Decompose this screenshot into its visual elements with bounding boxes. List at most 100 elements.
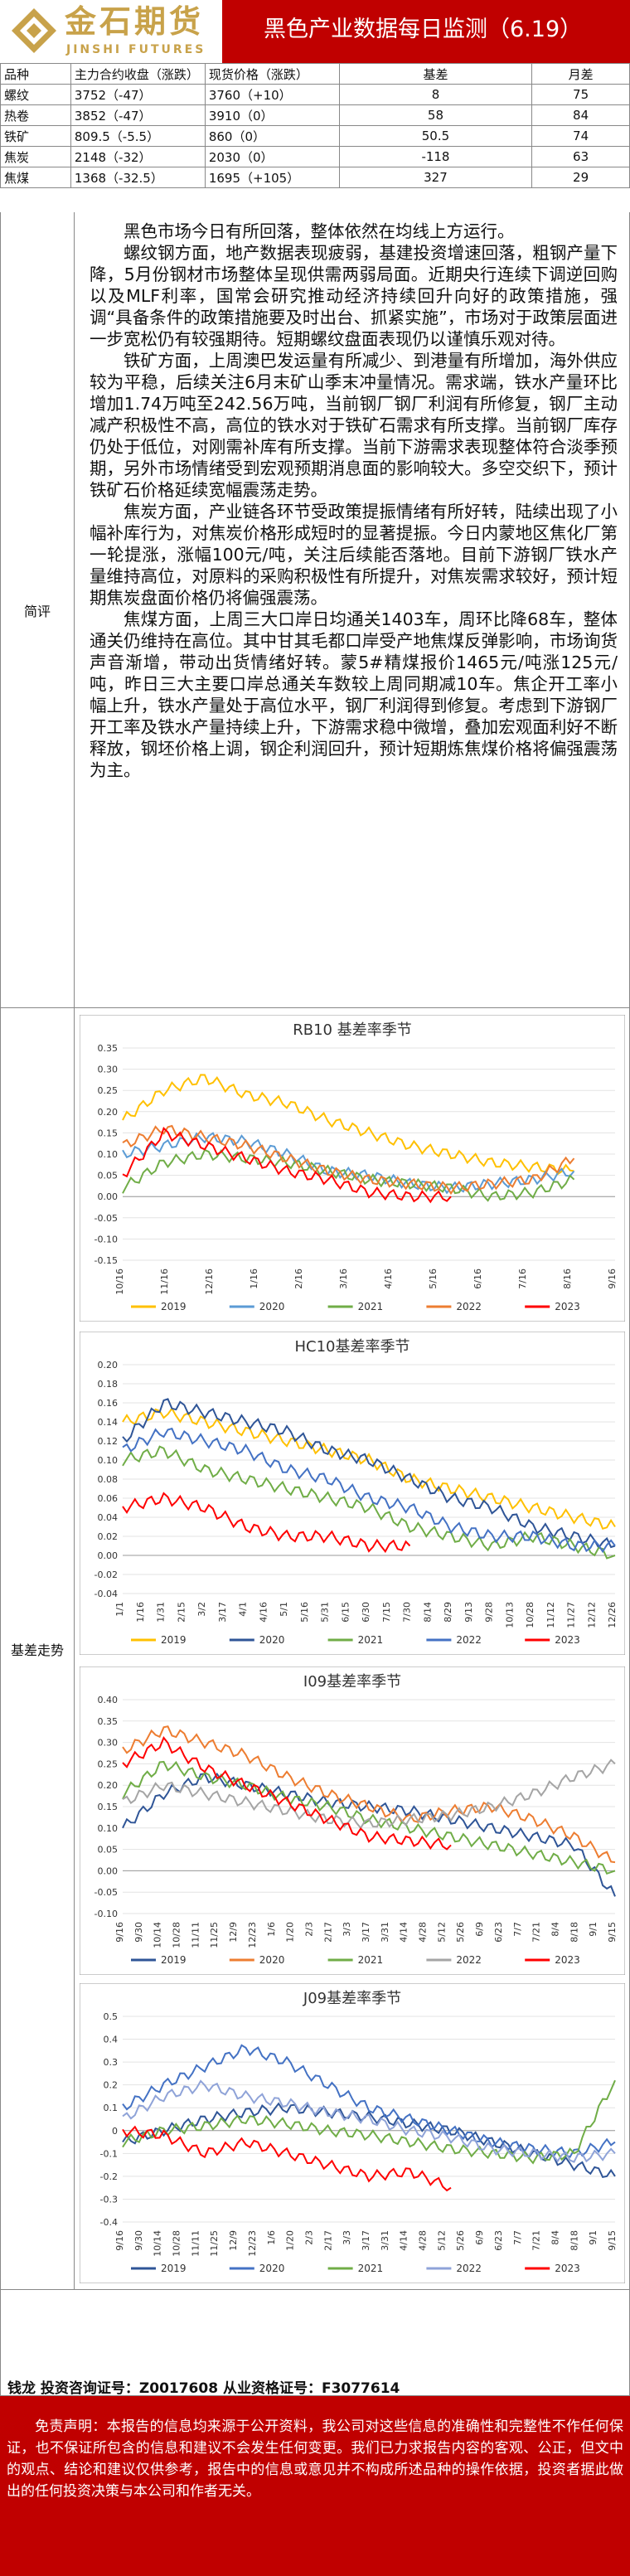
table-cell: 热卷 (0, 104, 71, 126)
table-cell: 焦炭 (0, 146, 71, 167)
series-line-2020 (122, 2044, 616, 2158)
x-tick-label: 7/15 (381, 1602, 392, 1623)
y-tick-label: 0.04 (98, 1512, 119, 1523)
table-row: 焦炭 2148（-32） 2030（0） -118 63 (0, 146, 630, 167)
table-cell: 焦煤 (0, 167, 71, 188)
x-tick-label: 5/1 (279, 1602, 289, 1617)
chart-title: I09基差率季节 (303, 1673, 401, 1691)
commentary-paragraph: 铁矿方面，上周澳巴发运量有所减少、到港量有所增加，海外供应较为平稳，后续关注6月… (90, 351, 618, 500)
x-tick-label: 5/16 (299, 1602, 310, 1623)
legend-label: 2022 (456, 1634, 482, 1646)
legend-label: 2020 (259, 1301, 285, 1312)
series-line-2022 (122, 2079, 616, 2163)
x-tick-label: 10/28 (525, 1602, 536, 1628)
series-line-2023 (122, 1492, 411, 1554)
x-tick-label: 1/6 (266, 2230, 277, 2245)
x-tick-label: 3/17 (217, 1602, 228, 1623)
y-tick-label: 0.10 (98, 1455, 119, 1466)
legend-label: 2023 (555, 1954, 580, 1966)
table-header-cell: 主力合约收盘（涨跌） (70, 63, 206, 85)
x-tick-label: 12/12 (586, 1602, 597, 1628)
x-tick-label: 6/30 (361, 1602, 371, 1623)
table-cell: 8 (338, 84, 533, 105)
disclaimer: 免责声明：本报告的信息均来源于公开资料，我公司对这些信息的准确性和完整性不作任何… (0, 2396, 630, 2576)
series-line-2023 (122, 2125, 452, 2192)
legend-label: 2022 (456, 2263, 482, 2274)
x-tick-label: 1/16 (249, 1269, 259, 1289)
table-cell: 50.5 (338, 125, 533, 147)
x-tick-label: 10/16 (114, 1269, 125, 1295)
x-tick-label: 7/16 (517, 1269, 528, 1289)
x-tick-label: 4/1 (238, 1602, 249, 1617)
chart-frame (80, 1332, 625, 1655)
y-tick-label: 0.20 (98, 1107, 119, 1118)
commentary-label: 简评 (0, 212, 75, 1008)
legend-label: 2022 (456, 1301, 482, 1312)
x-tick-label: 9/16 (114, 1922, 125, 1943)
y-tick-label: 0.1 (104, 2103, 119, 2113)
table-cell: 2030（0） (204, 146, 340, 167)
x-tick-label: 11/12 (545, 1602, 556, 1628)
x-tick-label: 4/14 (399, 1922, 410, 1943)
x-tick-label: 11/25 (209, 2230, 220, 2257)
x-tick-label: 3/31 (380, 2230, 390, 2251)
y-tick-label: 0.15 (98, 1128, 119, 1138)
legend-label: 2019 (161, 1634, 187, 1646)
analyst-info: 钱龙 投资咨询证号：Z0017608 从业资格证号：F3077614 (0, 2290, 630, 2397)
x-tick-label: 8/18 (569, 1922, 579, 1943)
table-cell: -118 (338, 146, 533, 167)
table-cell: 74 (531, 125, 630, 147)
series-line-2021 (122, 1445, 616, 1560)
y-tick-label: 0.30 (98, 1738, 119, 1749)
logo-chinese-text: 金石期货 (65, 3, 205, 40)
table-cell: 1695（+105） (204, 167, 340, 188)
y-tick-label: -0.05 (94, 1213, 118, 1224)
x-tick-label: 10/13 (504, 1602, 515, 1628)
x-tick-label: 8/18 (569, 2230, 579, 2251)
y-tick-label: 0.25 (98, 1085, 119, 1096)
table-header-cell: 月差 (531, 63, 630, 85)
x-tick-label: 3/16 (338, 1269, 349, 1289)
x-tick-label: 10/28 (172, 2230, 182, 2257)
y-tick-label: -0.05 (94, 1887, 118, 1898)
x-tick-label: 4/14 (399, 2230, 410, 2251)
x-tick-label: 9/15 (607, 1922, 618, 1943)
legend-label: 2019 (161, 1301, 187, 1312)
x-tick-label: 2/15 (176, 1602, 187, 1623)
logo-mark-icon (12, 8, 56, 53)
table-cell: 63 (531, 146, 630, 167)
y-tick-label: 0.12 (98, 1436, 119, 1447)
y-tick-label: 0.4 (104, 2035, 119, 2045)
x-tick-label: 8/4 (550, 1922, 560, 1937)
x-tick-label: 10/14 (153, 2230, 163, 2257)
y-tick-label: 0.02 (98, 1531, 119, 1542)
x-tick-label: 1/20 (285, 1922, 296, 1943)
chart-frame (80, 1015, 625, 1322)
table-cell: 2148（-32） (70, 146, 206, 167)
legend-label: 2019 (161, 1954, 187, 1966)
table-row: 热卷 3852（-47） 3910（0） 58 84 (0, 104, 630, 126)
series-line-2019 (122, 1074, 574, 1176)
commentary-text: 黑色市场今日有所回落，整体依然在均线上方运行。 螺纹钢方面，地产数据表现疲弱，基… (75, 212, 630, 1008)
report-title: 黑色产业数据每日监测（6.19） (264, 17, 583, 42)
series-line-2021 (122, 2079, 616, 2165)
legend-label: 2021 (358, 1954, 384, 1966)
company-logo: 金石期货 JINSHI FUTURES (0, 0, 222, 63)
y-tick-label: 0.00 (98, 1191, 119, 1202)
y-tick-label: 0.20 (98, 1360, 119, 1370)
y-tick-label: 0.15 (98, 1802, 119, 1812)
table-cell: 75 (531, 84, 630, 105)
x-tick-label: 4/16 (258, 1602, 269, 1623)
x-tick-label: 9/28 (484, 1602, 495, 1623)
table-cell: 860（0） (204, 125, 340, 147)
x-tick-label: 5/12 (436, 2230, 447, 2251)
table-cell: 3852（-47） (70, 104, 206, 126)
y-tick-label: -0.04 (94, 1589, 118, 1599)
x-tick-label: 4/28 (418, 1922, 429, 1943)
x-tick-label: 6/16 (472, 1269, 483, 1289)
x-tick-label: 12/23 (247, 1922, 258, 1948)
x-tick-label: 1/6 (266, 1922, 277, 1937)
x-tick-label: 7/7 (512, 2230, 523, 2245)
x-tick-label: 6/15 (340, 1602, 351, 1623)
chart-hc10: HC10基差率季节 0.20 0.18 0.16 0.14 0.12 0.10 0.08 0.0… (80, 1332, 625, 1655)
